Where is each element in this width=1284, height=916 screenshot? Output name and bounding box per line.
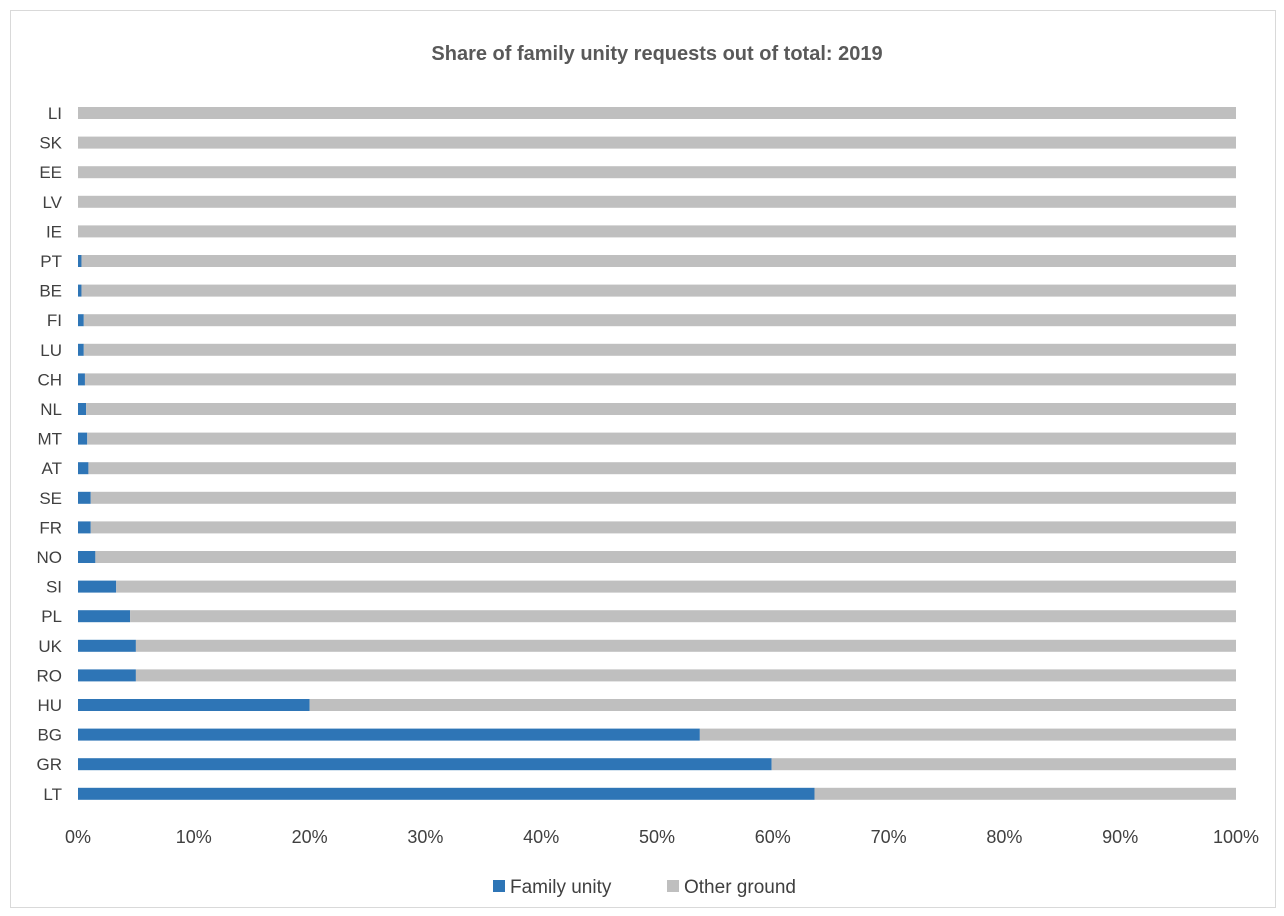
category-label: CH [37, 370, 62, 389]
bar-other-ground [771, 758, 1236, 771]
x-tick-label: 10% [176, 827, 212, 847]
bar-other-ground [81, 255, 1237, 267]
bar-family-unity [78, 491, 91, 504]
bar-family-unity [78, 284, 82, 297]
chart-title: Share of family unity requests out of to… [431, 43, 882, 65]
bar-other-ground [135, 669, 1236, 682]
bar-other-ground [814, 787, 1236, 800]
bar-other-ground [81, 284, 1237, 297]
category-label: LU [40, 341, 62, 360]
x-tick-label: 70% [871, 827, 907, 847]
bar-other-ground [90, 521, 1237, 534]
bar-family-unity [78, 343, 84, 356]
x-tick-label: 100% [1213, 827, 1259, 847]
category-label: FR [39, 518, 62, 537]
category-label: LI [48, 104, 62, 123]
bar-other-ground [88, 462, 1236, 475]
category-label: RO [37, 666, 63, 685]
bar-family-unity [78, 462, 89, 475]
bar-other-ground [78, 136, 1236, 149]
bar-family-unity [78, 314, 84, 327]
bar-other-ground [78, 107, 1236, 119]
category-label: FI [47, 311, 62, 330]
category-label: BE [39, 282, 62, 301]
bar-other-ground [116, 580, 1237, 593]
bar-family-unity [78, 699, 310, 711]
bar-other-ground [87, 432, 1236, 445]
category-label: SE [39, 489, 62, 508]
category-label: SI [46, 578, 62, 597]
category-label: EE [39, 163, 62, 182]
category-label: MT [37, 430, 62, 449]
bar-other-ground [309, 699, 1237, 711]
category-label: NL [40, 400, 62, 419]
category-label: AT [42, 459, 62, 478]
legend: Family unity Other ground [493, 877, 796, 898]
bar-other-ground [130, 610, 1237, 623]
bars [78, 107, 1237, 800]
x-tick-label: 60% [755, 827, 791, 847]
bar-other-ground [95, 551, 1237, 563]
bar-family-unity [78, 373, 85, 386]
bar-other-ground [78, 225, 1236, 238]
bar-other-ground [90, 491, 1237, 504]
x-tick-label: 30% [407, 827, 443, 847]
bar-family-unity [78, 432, 88, 445]
category-label: SK [39, 134, 62, 153]
x-tick-label: 80% [986, 827, 1022, 847]
bar-family-unity [78, 403, 87, 415]
bar-family-unity [78, 758, 772, 771]
bar-family-unity [78, 728, 700, 741]
category-label: PL [41, 607, 62, 626]
category-label: LV [42, 193, 62, 212]
legend-swatch-family-unity [493, 880, 505, 892]
x-tick-label: 50% [639, 827, 675, 847]
category-label: LT [43, 785, 62, 804]
bar-other-ground [78, 166, 1236, 179]
bar-other-ground [135, 639, 1236, 652]
bar-other-ground [84, 373, 1237, 386]
bar-other-ground [699, 728, 1236, 741]
bar-other-ground [86, 403, 1237, 415]
bar-other-ground [83, 314, 1236, 327]
category-label: IE [46, 222, 62, 241]
bar-family-unity [78, 521, 91, 534]
bar-family-unity [78, 787, 815, 800]
x-tick-label: 0% [65, 827, 91, 847]
x-tick-label: 40% [523, 827, 559, 847]
bar-family-unity [78, 551, 96, 563]
category-labels: LI SK EE LV IE PT BE FI LU CH NL MT AT SE FR NO SI PL UK RO… [37, 104, 63, 804]
legend-label-family-unity: Family unity [510, 877, 612, 898]
category-label: UK [38, 637, 62, 656]
bar-other-ground [83, 343, 1236, 356]
x-tick-label: 90% [1102, 827, 1138, 847]
category-label: HU [37, 696, 62, 715]
category-label: BG [37, 726, 62, 745]
x-tick-label: 20% [292, 827, 328, 847]
bar-family-unity [78, 255, 82, 267]
x-axis-ticks: 0% 10% 20% 30% 40% 50% 60% 70% 80% 90% 100% [65, 827, 1259, 847]
bar-family-unity [78, 610, 131, 623]
category-label: PT [40, 252, 62, 271]
category-label: GR [37, 755, 63, 774]
bar-other-ground [78, 195, 1236, 208]
legend-swatch-other-ground [667, 880, 679, 892]
legend-label-other-ground: Other ground [684, 877, 796, 898]
bar-family-unity [78, 639, 136, 652]
category-label: NO [37, 548, 63, 567]
bar-family-unity [78, 669, 136, 682]
bar-family-unity [78, 580, 117, 593]
